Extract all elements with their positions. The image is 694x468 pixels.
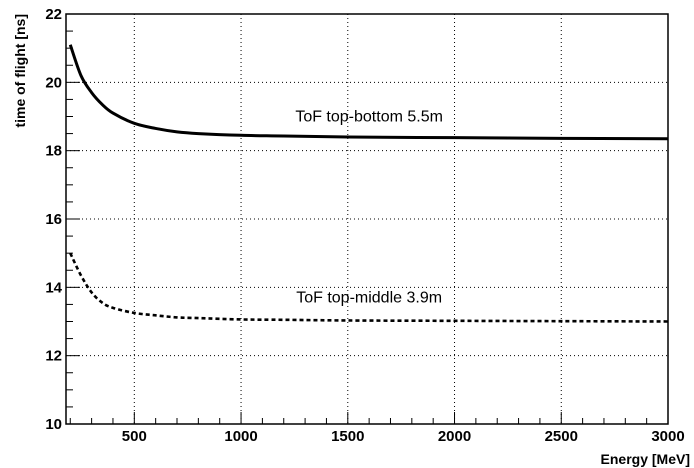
x-axis-title: Energy [MeV] <box>601 451 690 467</box>
curves <box>68 44 669 323</box>
grid <box>66 14 668 424</box>
series-label-1: ToF top-bottom 5.5m <box>295 109 443 126</box>
series-line-2 <box>69 252 669 323</box>
x-tick-label: 3000 <box>651 428 684 445</box>
y-tick-label: 12 <box>45 348 62 365</box>
x-tick-label: 1500 <box>331 428 364 445</box>
x-tick-label: 2000 <box>438 428 471 445</box>
y-tick-label: 16 <box>45 211 62 228</box>
y-tick-label: 14 <box>45 279 62 296</box>
tick-labels: 500 1000 1500 2000 2500 3000 10 12 14 16 18 20 22 <box>45 6 684 445</box>
axis-ticks <box>66 13 669 425</box>
x-tick-label: 1000 <box>224 428 257 445</box>
series-labels: ToF top-bottom 5.5m ToF top-middle 3.9m <box>295 109 443 307</box>
y-tick-label: 20 <box>45 74 62 91</box>
y-axis-title: time of flight [ns] <box>12 14 28 128</box>
series-line-1 <box>68 44 669 141</box>
x-tick-label: 2500 <box>545 428 578 445</box>
y-tick-label: 10 <box>45 416 62 433</box>
x-tick-label: 500 <box>122 428 147 445</box>
series-label-2: ToF top-middle 3.9m <box>296 290 442 307</box>
y-tick-label: 22 <box>45 6 62 23</box>
y-tick-label: 18 <box>45 143 62 160</box>
